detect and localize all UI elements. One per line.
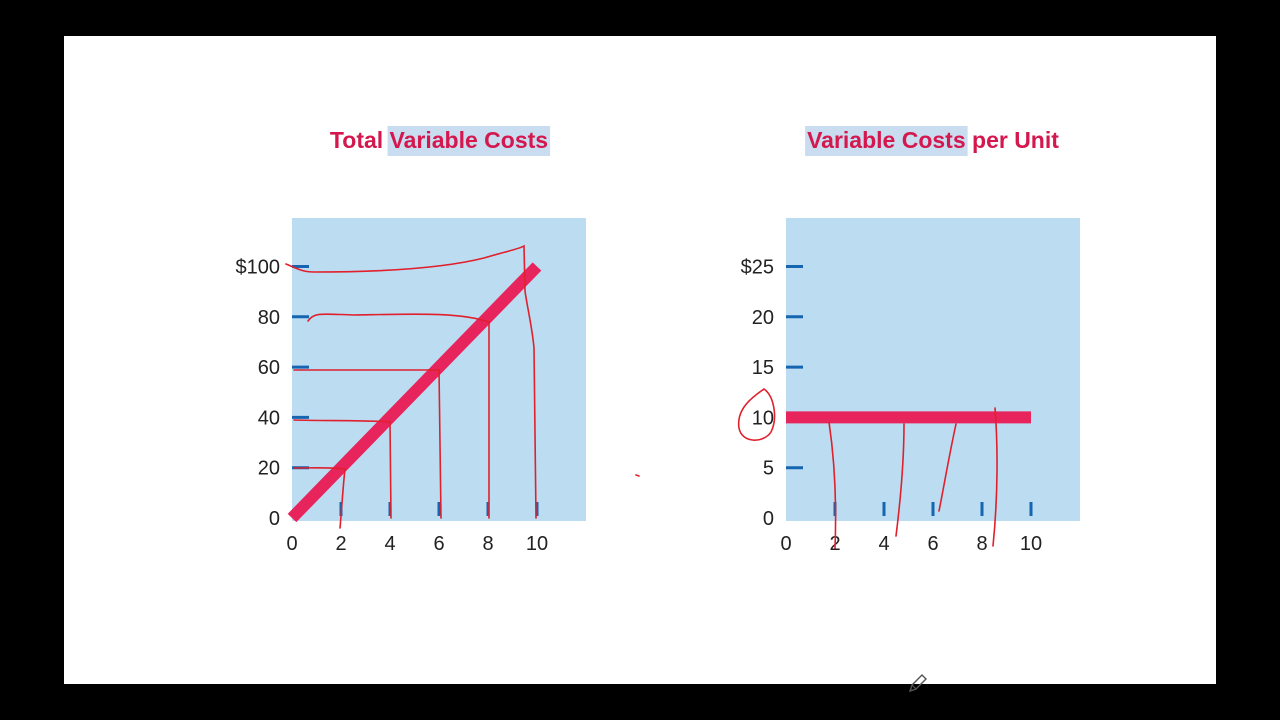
title-highlight: [805, 126, 968, 156]
y-tick-label: 60: [258, 357, 280, 379]
pencil-icon: [908, 674, 927, 693]
y-tick-label: 20: [752, 307, 774, 329]
y-tick-label: 5: [763, 458, 774, 480]
y-tick-label: 10: [752, 407, 774, 429]
title-highlight: [387, 126, 551, 156]
annotation-stroke: [293, 466, 346, 529]
chart-title: Variable Costs per Unit: [807, 127, 1059, 153]
x-tick-label: 8: [482, 533, 493, 555]
x-tick-label: 10: [1020, 533, 1042, 555]
x-tick-label: 8: [976, 533, 987, 555]
y-tick-label: 0: [269, 508, 280, 530]
annotation-stroke: [895, 423, 905, 537]
x-tick-label: 4: [878, 533, 889, 555]
data-series-line: [287, 262, 542, 523]
annotation-stroke: [307, 313, 490, 519]
y-tick-label: $25: [741, 257, 774, 279]
x-tick-label: 0: [286, 533, 297, 555]
x-tick-label: 6: [927, 533, 938, 555]
annotation-stroke: [938, 423, 957, 512]
handwritten-annotations: [285, 244, 998, 549]
annotation-stroke: [992, 407, 998, 547]
title-part: Total: [330, 127, 390, 153]
y-tick-label: 0: [763, 508, 774, 530]
plot-area: [786, 218, 1080, 521]
title-part: Variable Costs: [807, 127, 966, 153]
annotation-stroke: [635, 474, 640, 477]
x-tick-label: 4: [384, 533, 395, 555]
y-tick-label: 80: [258, 307, 280, 329]
x-tick-label: 10: [526, 533, 548, 555]
x-tick-label: 2: [335, 533, 346, 555]
title-part: Variable Costs: [390, 127, 549, 153]
annotation-stroke: [828, 421, 837, 549]
annotation-stroke: [285, 244, 537, 519]
chart-title: Total Variable Costs: [330, 127, 548, 153]
chart-a: Total Variable Costs 0 20 40 60 80 $100 0 2 4 6 8 10: [236, 126, 586, 555]
x-tick-label: 6: [433, 533, 444, 555]
y-tick-label: 15: [752, 357, 774, 379]
x-tick-label: 0: [780, 533, 791, 555]
annotation-stroke: [738, 388, 776, 441]
y-tick-label: $100: [236, 257, 281, 279]
annotation-stroke: [293, 419, 392, 519]
slide: Total Variable Costs 0 20 40 60 80 $100 0 2 4 6 8 10…: [64, 36, 1216, 693]
title-part: per Unit: [966, 127, 1060, 153]
annotation-stroke: [293, 369, 442, 519]
y-tick-label: 40: [258, 407, 280, 429]
y-tick-label: 20: [258, 458, 280, 480]
